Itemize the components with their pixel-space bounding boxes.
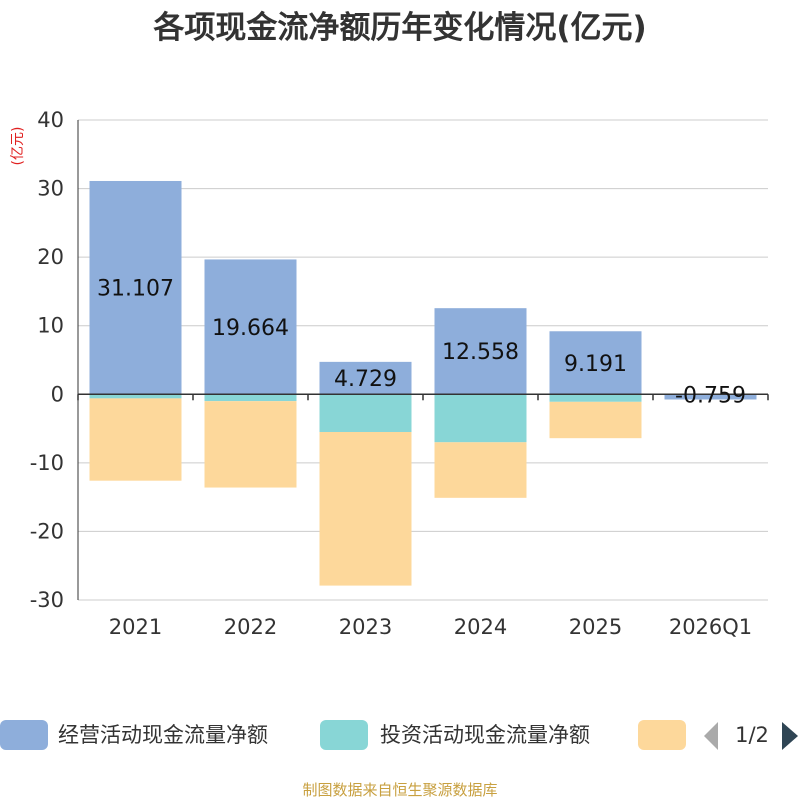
y-tick-label: 0 xyxy=(51,382,64,406)
bars xyxy=(89,180,757,586)
y-tick-label: 30 xyxy=(37,177,64,201)
legend-next-icon[interactable] xyxy=(782,722,798,750)
bar-2024-series-2 xyxy=(434,442,527,498)
bar-2023-series-0 xyxy=(319,361,412,395)
legend-prev-icon[interactable] xyxy=(704,722,718,750)
legend-page-indicator: 1/2 xyxy=(735,723,769,747)
x-tick-label: 2024 xyxy=(454,615,507,639)
bar-2024-series-0 xyxy=(434,308,527,395)
y-tick-label: -10 xyxy=(30,451,64,475)
source-footer: 制图数据来自恒生聚源数据库 xyxy=(302,781,497,799)
y-tick-label: 20 xyxy=(37,245,64,269)
bar-2023-series-2 xyxy=(319,432,412,586)
bar-2025-series-1 xyxy=(549,394,642,402)
y-tick-label: -20 xyxy=(30,519,64,543)
bar-2022-series-0 xyxy=(204,259,297,395)
data-label: 4.729 xyxy=(334,367,397,392)
legend-swatch xyxy=(320,720,368,750)
bar-2021-series-1 xyxy=(89,394,182,399)
bar-2024-series-1 xyxy=(434,394,527,443)
bar-2021-series-2 xyxy=(89,398,182,481)
data-label: 12.558 xyxy=(442,340,519,365)
data-label: 31.107 xyxy=(97,277,174,302)
x-tick-label: 2023 xyxy=(339,615,392,639)
x-tick-label: 2026Q1 xyxy=(669,615,752,639)
data-label: -0.759 xyxy=(675,383,746,408)
legend: 经营活动现金流量净额 投资活动现金流量净额 1/2 xyxy=(0,720,798,750)
x-tick-label: 2022 xyxy=(224,615,277,639)
bar-2021-series-0 xyxy=(89,180,182,395)
legend-label: 投资活动现金流量净额 xyxy=(380,723,590,747)
y-tick-label: 40 xyxy=(37,108,64,132)
x-tick-label: 2025 xyxy=(569,615,622,639)
y-tick-label: 10 xyxy=(37,314,64,338)
bar-2025-series-2 xyxy=(549,401,642,439)
legend-swatch xyxy=(0,720,48,750)
bar-2022-series-1 xyxy=(204,394,297,402)
bar-2025-series-0 xyxy=(549,331,642,395)
bar-2026Q1-series-0 xyxy=(664,394,757,400)
data-labels: 31.107 19.664 4.729 12.558 9.191 -0.759 xyxy=(97,277,746,409)
data-label: 19.664 xyxy=(212,316,289,341)
data-label: 9.191 xyxy=(564,352,627,377)
bar-2023-series-1 xyxy=(319,394,412,432)
y-tick-label: -30 xyxy=(30,588,64,612)
x-tick-label: 2021 xyxy=(109,615,162,639)
axes: 40 30 20 10 0 -10 -20 -30 2021 2022 2023 2024 2025 20… xyxy=(30,108,769,639)
bar-2022-series-2 xyxy=(204,401,297,488)
legend-label: 经营活动现金流量净额 xyxy=(58,723,268,747)
y-axis-unit: (亿元) xyxy=(10,127,26,166)
legend-swatch xyxy=(638,720,686,750)
chart-title: 各项现金流净额历年变化情况(亿元) xyxy=(152,10,646,46)
